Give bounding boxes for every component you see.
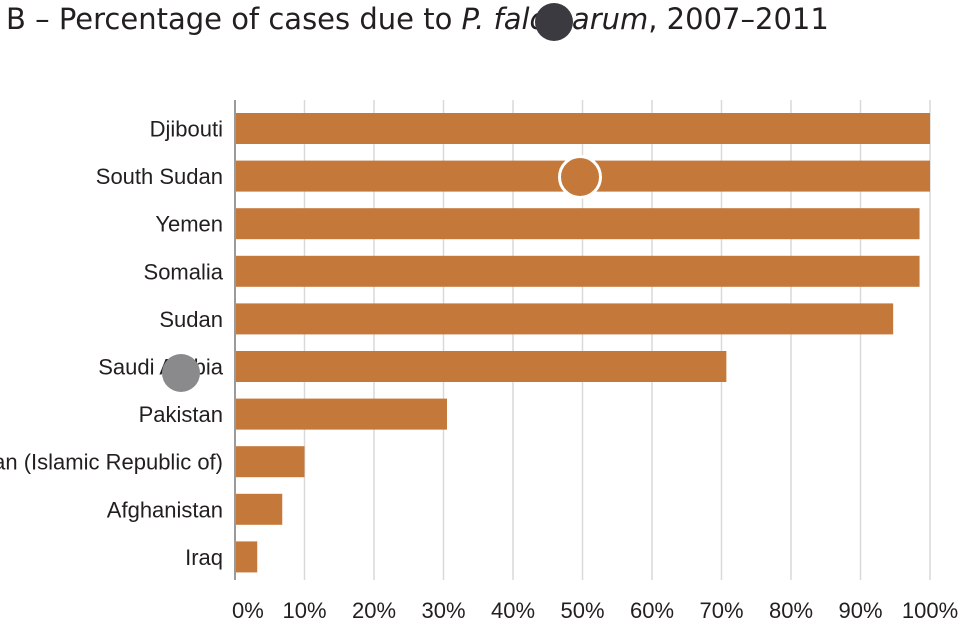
bar — [235, 208, 920, 240]
category-label: Sudan — [159, 307, 223, 332]
chart-title-prefix: B – Percentage of cases due to — [6, 2, 462, 36]
bar — [235, 541, 258, 573]
bar — [235, 493, 283, 525]
bar — [235, 351, 727, 382]
category-label: Iraq — [185, 545, 223, 570]
category-label: Afghanistan — [107, 497, 223, 522]
cursor-dot-dark — [535, 3, 573, 41]
x-tick-label: 0% — [232, 598, 264, 623]
x-tick-label: 60% — [630, 598, 674, 623]
chart-title-suffix: , 2007–2011 — [648, 2, 829, 36]
x-tick-label: 90% — [838, 598, 882, 623]
x-tick-label: 50% — [560, 598, 604, 623]
bar — [235, 446, 305, 478]
category-label: Pakistan — [139, 402, 223, 427]
category-label: Somalia — [144, 259, 224, 284]
bar — [235, 113, 930, 144]
x-tick-label: 30% — [421, 598, 465, 623]
category-label: Saudi Arabia — [98, 355, 224, 380]
category-label: Yemen — [155, 212, 223, 237]
x-tick-label: 70% — [699, 598, 743, 623]
x-tick-label: 40% — [491, 598, 535, 623]
x-tick-label: 100% — [902, 598, 958, 623]
bar — [235, 303, 894, 335]
category-label: South Sudan — [96, 164, 223, 189]
category-label: Djibouti — [150, 117, 223, 142]
cursor-dot-orange — [558, 155, 602, 199]
x-tick-label: 10% — [282, 598, 326, 623]
bar — [235, 398, 447, 430]
category-label: Iran (Islamic Republic of) — [0, 450, 223, 475]
cursor-dot-gray — [162, 354, 200, 392]
bar — [235, 255, 920, 287]
x-tick-label: 20% — [352, 598, 396, 623]
x-tick-label: 80% — [769, 598, 813, 623]
